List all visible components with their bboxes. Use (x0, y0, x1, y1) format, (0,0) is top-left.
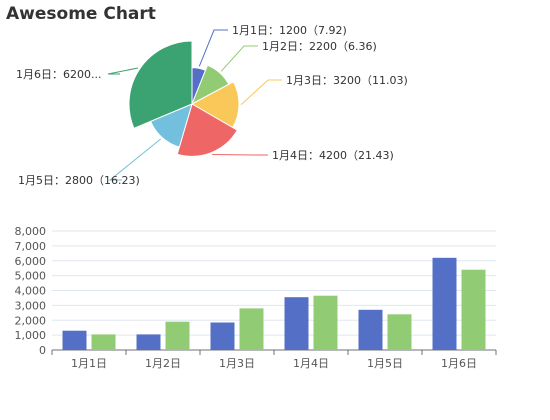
pie-label: 1月2日：2200（6.36) (262, 40, 377, 53)
pie-label: 1月4日：4200（21.43) (272, 149, 394, 162)
pie-leader-line (240, 79, 282, 106)
y-tick-label: 7,000 (15, 240, 47, 253)
pie-slice (190, 81, 240, 129)
pie-slice (128, 40, 193, 129)
bar (358, 309, 383, 350)
x-tick-label: 1月6日 (441, 357, 477, 370)
y-tick-label: 3,000 (15, 299, 47, 312)
pie-leader-line (198, 29, 228, 67)
bar (165, 321, 190, 350)
pie-leader-line (107, 67, 138, 75)
bar (239, 308, 264, 350)
x-tick-label: 1月4日 (293, 357, 329, 370)
x-tick-label: 1月2日 (145, 357, 181, 370)
y-tick-label: 0 (39, 344, 46, 357)
pie-slice (176, 103, 239, 157)
bar (136, 334, 161, 350)
y-tick-label: 5,000 (15, 270, 47, 283)
bar (387, 314, 412, 350)
y-tick-label: 8,000 (15, 225, 47, 238)
pie-leader-line (220, 45, 258, 72)
bar (91, 334, 116, 350)
chart-title: Awesome Chart (6, 4, 156, 24)
x-tick-label: 1月3日 (219, 357, 255, 370)
x-tick-label: 1月5日 (367, 357, 403, 370)
y-tick-label: 6,000 (15, 255, 47, 268)
pie-chart: 1月1日：1200（7.92) 1月2日：2200（6.36) 1月3日：3200（… (16, 24, 408, 187)
bar (62, 330, 87, 350)
pie-label: 1月6日：6200... (16, 68, 101, 81)
bar (284, 297, 309, 350)
y-tick-label: 4,000 (15, 285, 47, 298)
bar (461, 269, 486, 350)
pie-leader-line (108, 138, 162, 181)
bar (432, 257, 457, 350)
y-tick-label: 1,000 (15, 329, 47, 342)
pie-label: 1月1日：1200（7.92) (232, 24, 347, 37)
bar (210, 322, 235, 350)
bar (313, 295, 338, 350)
y-tick-label: 2,000 (15, 314, 47, 327)
pie-leader-line (212, 154, 268, 156)
pie-label: 1月3日：3200（11.03) (286, 74, 408, 87)
pie-label: 1月5日：2800（16.23) (18, 174, 140, 187)
x-tick-label: 1月1日 (71, 357, 107, 370)
